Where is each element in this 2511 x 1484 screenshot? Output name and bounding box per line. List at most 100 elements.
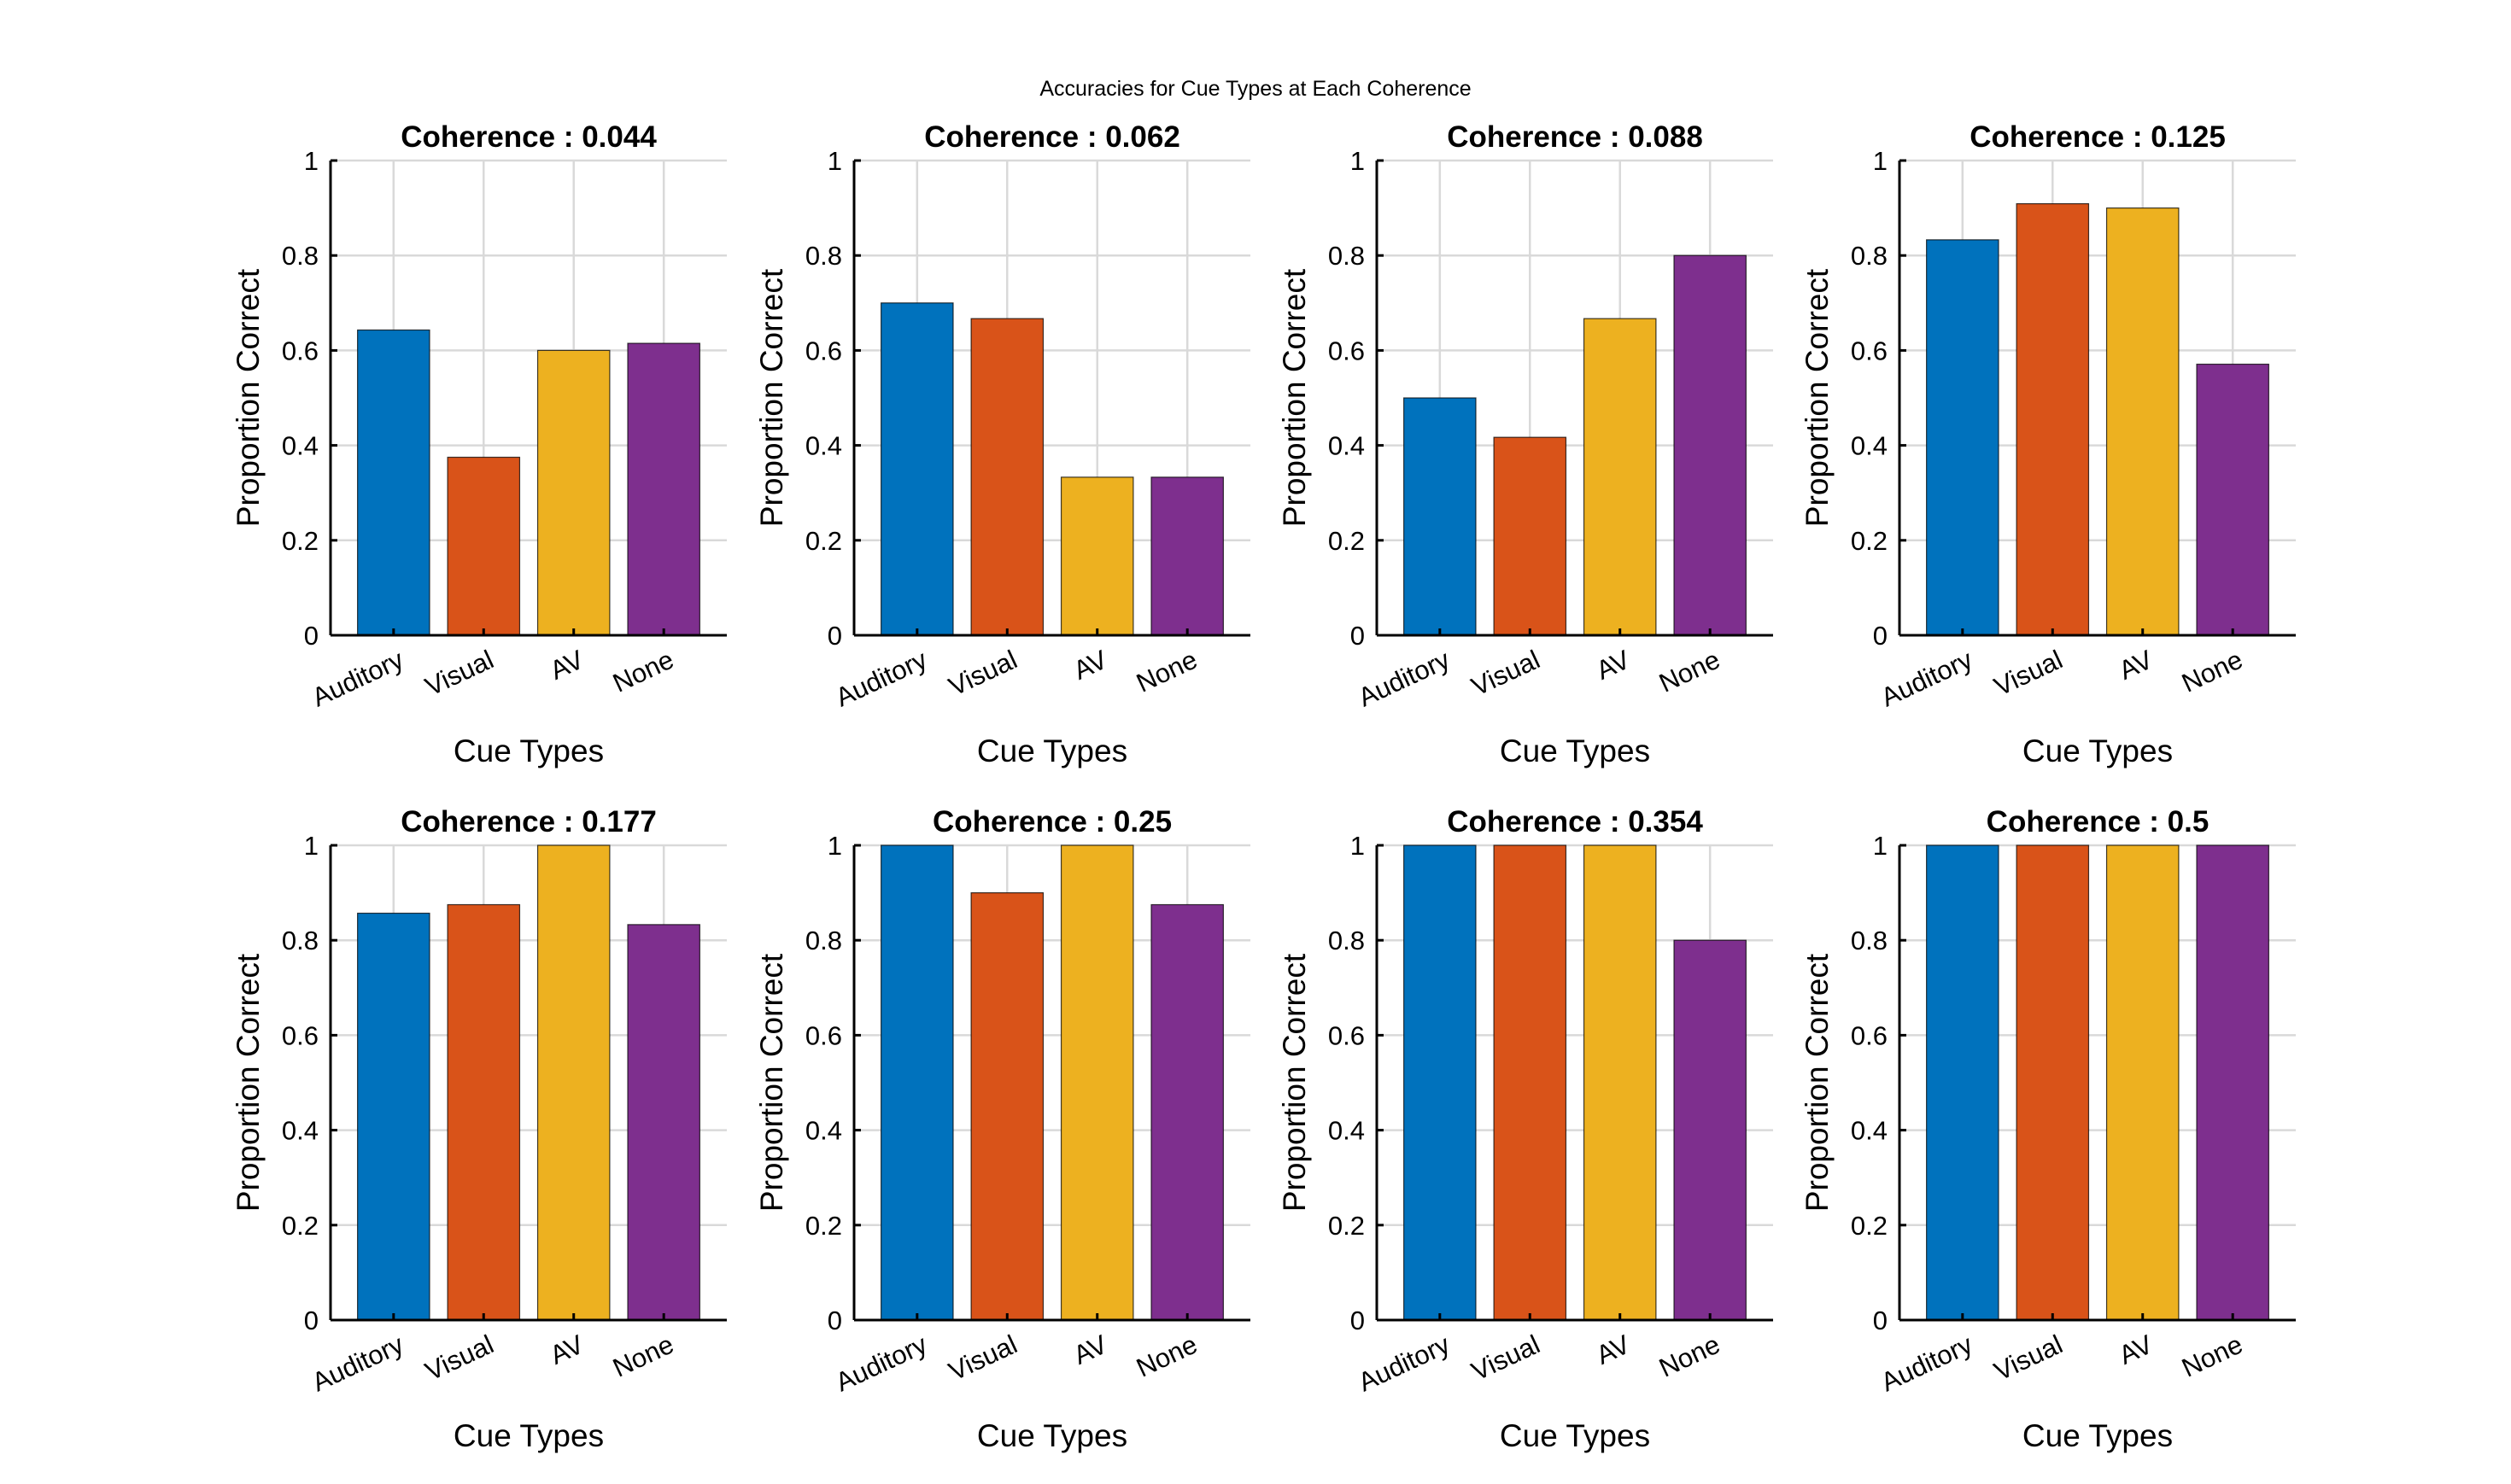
- bar-auditory: [1403, 397, 1477, 636]
- y-tick-label: 0: [1873, 1306, 1888, 1335]
- subplot-3: 0 0.2 0.4 0.6 0.8 1 Auditory Visual AV None Cohere…: [1277, 120, 1773, 768]
- x-tick-label: Auditory: [831, 1329, 932, 1397]
- y-tick-label: 0.8: [282, 926, 319, 955]
- y-tick-label: 0.8: [805, 241, 842, 271]
- bar-auditory: [1926, 844, 1999, 1321]
- x-axis-label: Cue Types: [454, 733, 604, 768]
- x-tick-label: Visual: [944, 1329, 1021, 1387]
- y-axis-label: Proportion Correct: [231, 268, 266, 527]
- x-tick-label: Auditory: [1876, 1329, 1977, 1397]
- bars: [1403, 254, 1747, 636]
- x-tick-label: None: [2177, 1329, 2247, 1383]
- bars: [881, 844, 1224, 1321]
- y-tick-label: 0.4: [805, 1116, 842, 1146]
- bar-none: [2196, 844, 2269, 1321]
- bar-auditory: [1926, 239, 1999, 636]
- y-tick-label: 0.6: [805, 1020, 842, 1050]
- y-tick-label: 0.6: [282, 1020, 319, 1050]
- y-tick-label: 0.4: [805, 431, 842, 461]
- bar-visual: [2016, 202, 2090, 636]
- x-tick-label: None: [2177, 645, 2247, 698]
- bars: [1403, 844, 1747, 1321]
- x-tick-label: Visual: [1466, 1329, 1544, 1387]
- subplot-2: 0 0.2 0.4 0.6 0.8 1 Auditory Visual AV None Cohere…: [754, 120, 1250, 768]
- y-axis-label: Proportion Correct: [1800, 268, 1835, 527]
- y-tick-label: 0.4: [1851, 1116, 1888, 1146]
- x-tick-label: None: [1654, 1329, 1724, 1383]
- x-tick-label: AV: [1068, 644, 1111, 685]
- y-tick-label: 0.6: [805, 336, 842, 365]
- y-tick-label: 0: [1873, 621, 1888, 651]
- bar-av: [1583, 844, 1657, 1321]
- y-axis-label: Proportion Correct: [1277, 268, 1312, 527]
- x-tick-label: Visual: [944, 645, 1021, 702]
- x-tick-label: Visual: [420, 1329, 498, 1387]
- y-axis-label: Proportion Correct: [754, 953, 789, 1212]
- bar-visual: [2016, 844, 2090, 1321]
- y-tick-label: 0.2: [805, 526, 842, 556]
- y-tick-label: 0.6: [1328, 1020, 1365, 1050]
- y-tick-label: 0.6: [1851, 336, 1888, 365]
- bar-auditory: [881, 844, 954, 1321]
- x-tick-label: AV: [545, 1329, 588, 1370]
- x-tick-label: AV: [1591, 644, 1634, 685]
- y-tick-label: 0.4: [1851, 431, 1888, 461]
- bar-visual: [1493, 436, 1567, 636]
- subplot-title: Coherence : 0.088: [1447, 120, 1703, 154]
- y-tick-label: 0.2: [1328, 1211, 1365, 1241]
- subplot-title: Coherence : 0.5: [1987, 805, 2210, 838]
- x-tick-label: Visual: [420, 645, 498, 702]
- y-tick-label: 0.8: [282, 241, 319, 271]
- subplot-8: 0 0.2 0.4 0.6 0.8 1 Auditory Visual AV None Cohere…: [1800, 805, 2296, 1453]
- y-tick-label: 1: [1873, 831, 1888, 861]
- bars: [1926, 844, 2269, 1321]
- bar-av: [1060, 844, 1134, 1321]
- x-tick-label: Auditory: [307, 644, 408, 712]
- bar-av: [536, 844, 611, 1321]
- x-tick-label: Visual: [1466, 645, 1544, 702]
- y-tick-label: 0.2: [282, 526, 319, 556]
- y-tick-label: 0: [304, 621, 319, 651]
- subplot-title: Coherence : 0.062: [924, 120, 1180, 154]
- y-tick-label: 1: [1350, 831, 1365, 861]
- y-tick-label: 0: [1350, 621, 1365, 651]
- bar-none: [627, 342, 700, 636]
- x-tick-label: Auditory: [1876, 644, 1977, 712]
- bar-none: [1673, 939, 1747, 1321]
- y-tick-label: 0: [1350, 1306, 1365, 1335]
- y-tick-label: 0.6: [1851, 1020, 1888, 1050]
- x-tick-label: None: [608, 645, 678, 698]
- y-axis-label: Proportion Correct: [754, 268, 789, 527]
- bars: [1926, 202, 2269, 636]
- bar-av: [2105, 844, 2180, 1321]
- bar-none: [2196, 363, 2269, 636]
- subplot-title: Coherence : 0.044: [401, 120, 657, 154]
- bar-none: [1150, 903, 1224, 1321]
- bar-auditory: [357, 329, 430, 636]
- bar-av: [536, 349, 611, 636]
- x-axis-label: Cue Types: [977, 1418, 1127, 1453]
- x-axis-label: Cue Types: [2022, 1418, 2173, 1453]
- x-tick-label: Visual: [1989, 1329, 2067, 1387]
- subplot-title: Coherence : 0.125: [1970, 120, 2226, 154]
- y-tick-label: 0.4: [282, 431, 319, 461]
- x-tick-label: None: [608, 1329, 678, 1383]
- x-tick-label: None: [1132, 1329, 1202, 1383]
- x-tick-label: None: [1654, 645, 1724, 698]
- y-tick-label: 1: [828, 146, 842, 176]
- x-axis-label: Cue Types: [1500, 1418, 1650, 1453]
- bar-none: [1150, 476, 1224, 636]
- y-tick-label: 0.8: [1851, 241, 1888, 271]
- subplot-7: 0 0.2 0.4 0.6 0.8 1 Auditory Visual AV None Cohere…: [1277, 805, 1773, 1453]
- x-tick-label: Auditory: [307, 1329, 408, 1397]
- subplot-1: 0 0.2 0.4 0.6 0.8 1 Auditory Visual AV None Cohere…: [231, 120, 727, 768]
- bar-visual: [447, 456, 521, 636]
- y-tick-label: 0.4: [282, 1116, 319, 1146]
- y-axis-label: Proportion Correct: [1800, 953, 1835, 1212]
- y-tick-label: 0.2: [1328, 526, 1365, 556]
- y-tick-label: 1: [828, 831, 842, 861]
- x-tick-label: AV: [2114, 644, 2157, 685]
- bars: [881, 302, 1224, 636]
- y-tick-label: 0.4: [1328, 1116, 1365, 1146]
